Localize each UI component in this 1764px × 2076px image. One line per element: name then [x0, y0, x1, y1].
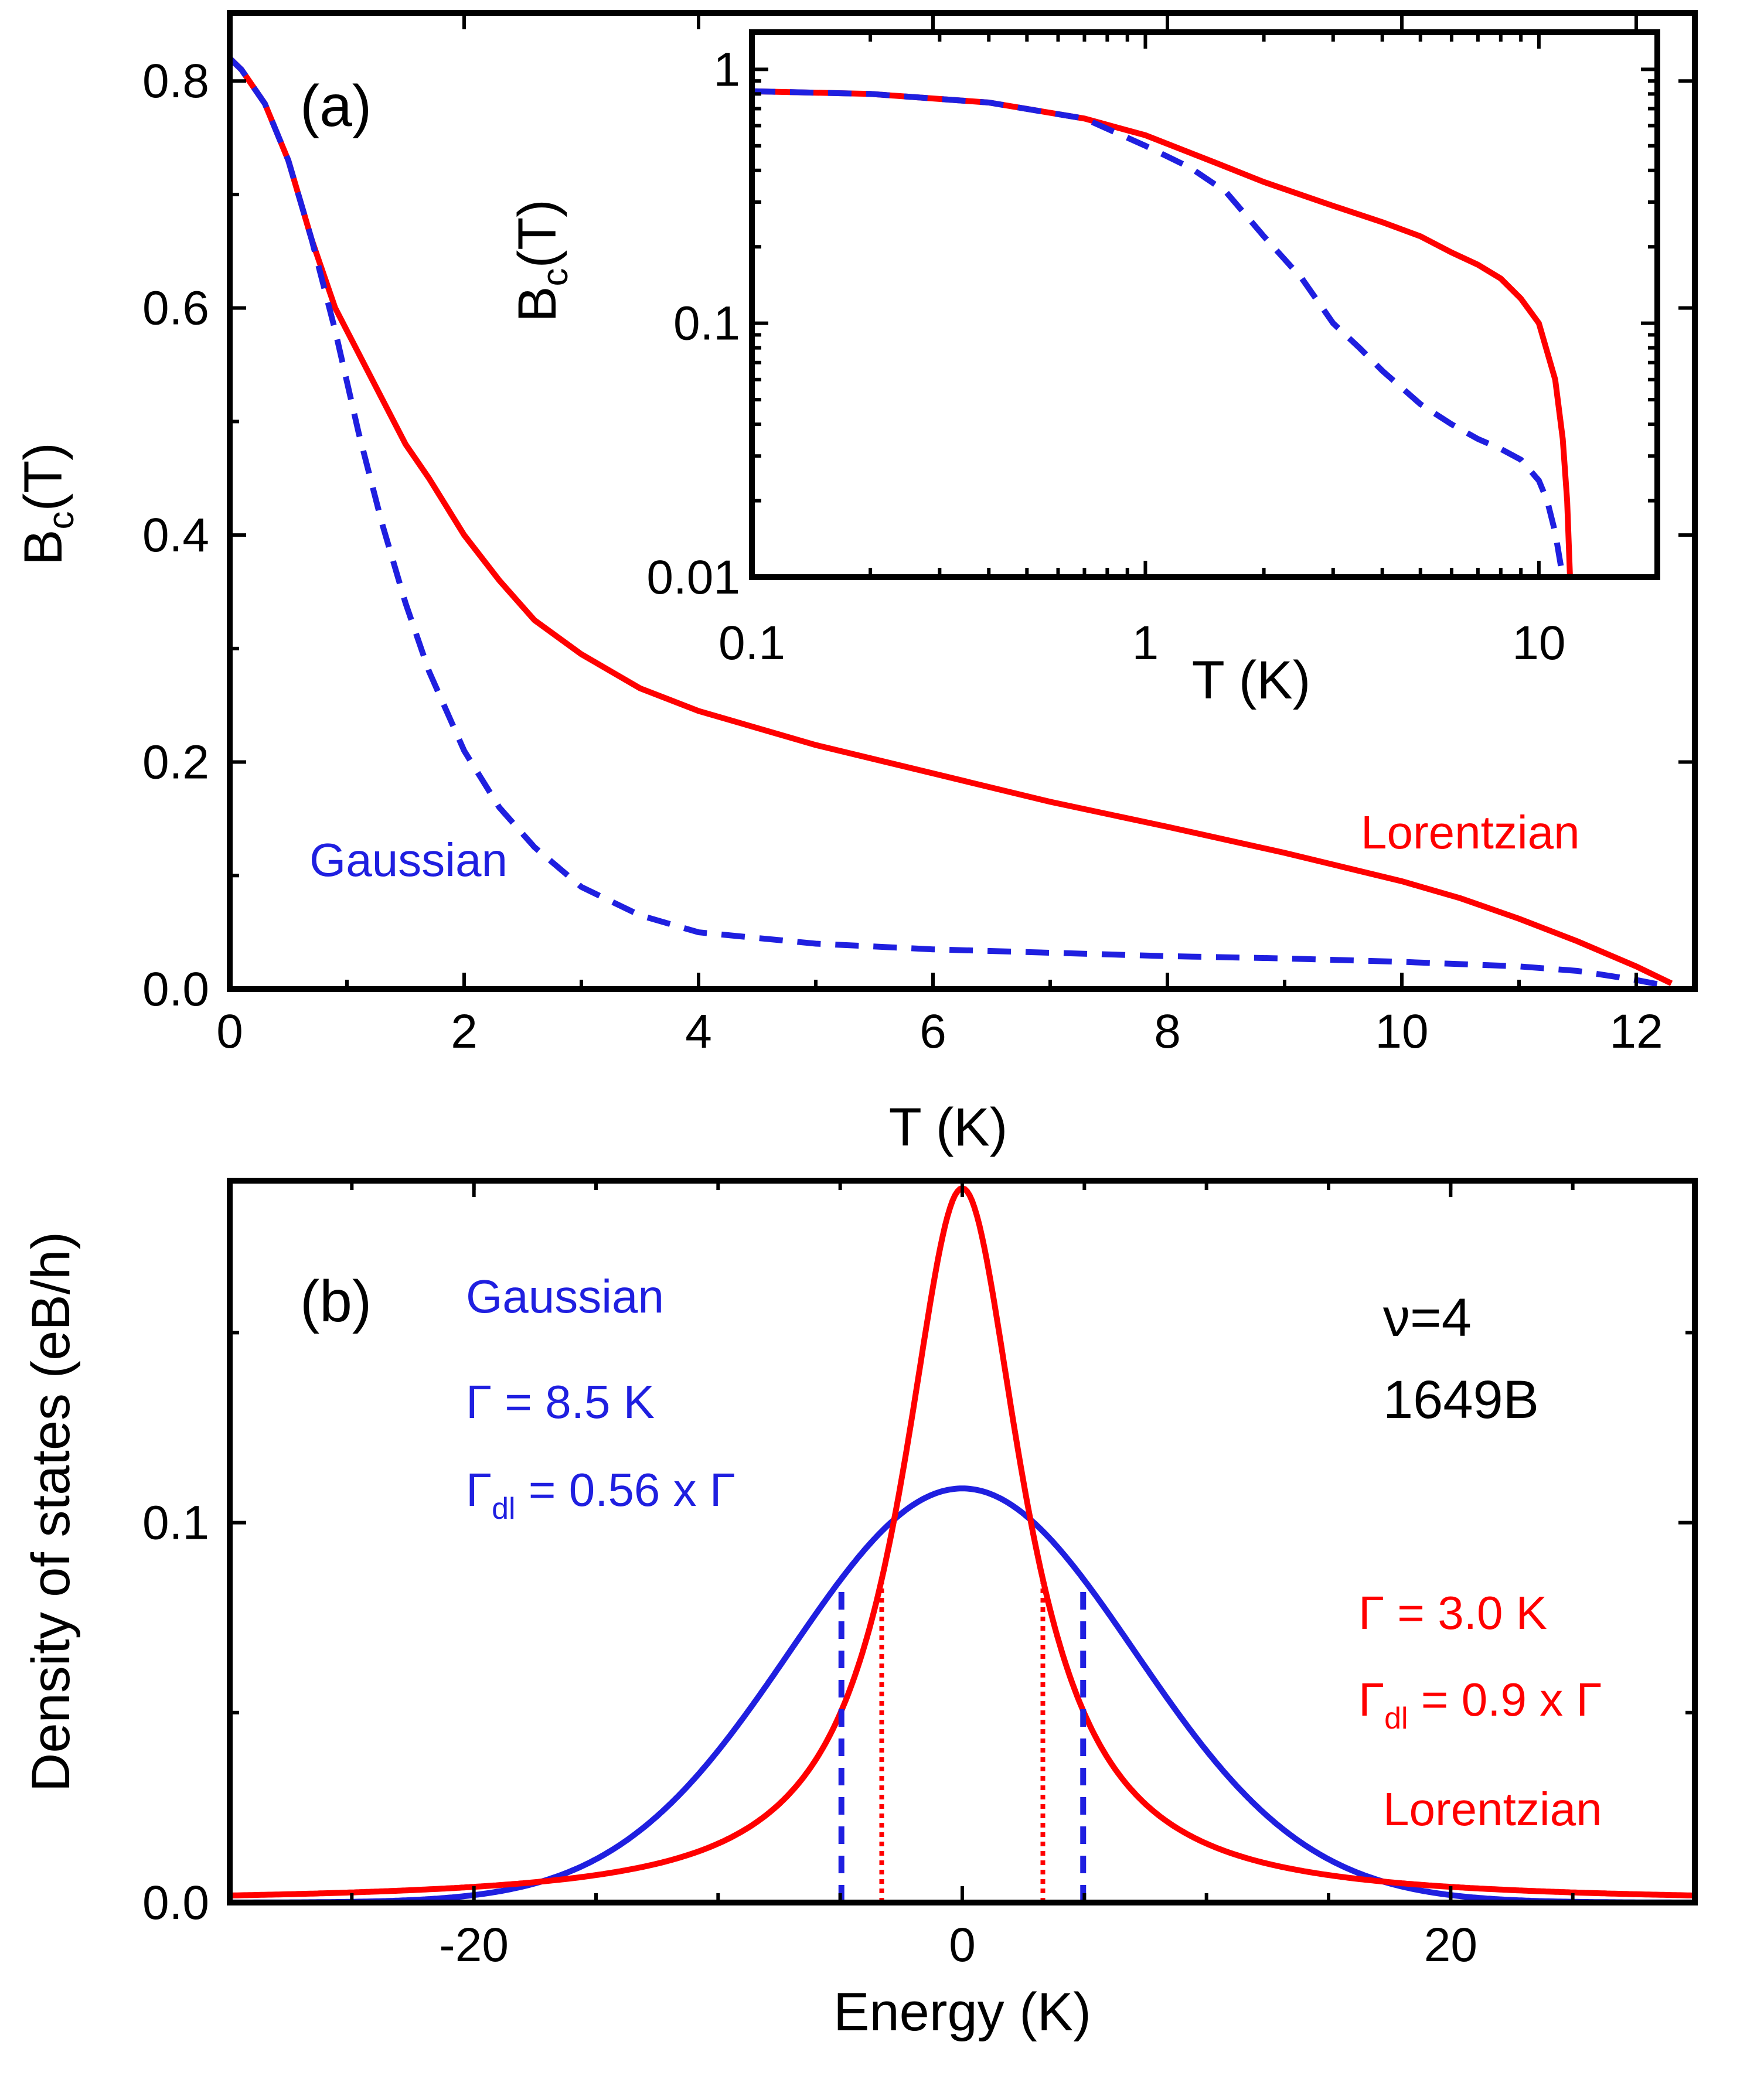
panel-b-lorentz-gamma-dl-rest: = 0.9 x Γ — [1408, 1673, 1602, 1726]
inset-background — [752, 32, 1657, 577]
panel-b-y-title: Density of states (eB/h) — [21, 1232, 81, 1792]
inset-y-title-rest: (T) — [508, 199, 567, 268]
inset-plot-area — [751, 88, 1573, 578]
panel-a-y-tick-label: 0.8 — [142, 54, 209, 108]
panel-a-plot-area — [227, 56, 1673, 988]
inset-chart: 0.1 1 10 0.01 0.1 1 T (K) Bc(T) — [508, 29, 1660, 710]
panel-b-x-tick-label: 20 — [1424, 1918, 1477, 1972]
panel-b-lorentz-gamma-symbol: Γ — [1358, 1673, 1384, 1726]
panel-b-x-tick-label: 0 — [949, 1918, 976, 1972]
inset-y-tick-label: 1 — [713, 43, 740, 96]
panel-a-series-lorentzian — [227, 56, 1673, 986]
inset-series-lorentzian — [751, 88, 1573, 578]
panel-b-x-title: Energy (K) — [833, 1982, 1091, 2042]
panel-a-x-tick-label: 6 — [920, 1005, 946, 1058]
panel-a-x-tick-label: 12 — [1609, 1005, 1663, 1058]
panel-a-y-title-sub: c — [41, 512, 81, 530]
panel-a-x-tick-label: 8 — [1154, 1005, 1181, 1058]
panel-b-lorentz-gamma-dl-sub: dl — [1384, 1702, 1408, 1736]
panel-b-lorentzian-title: Lorentzian — [1383, 1783, 1602, 1835]
panel-a-x-tick-label: 4 — [685, 1005, 712, 1058]
inset-y-title-base: B — [508, 287, 567, 322]
panel-b-frame — [227, 1178, 1698, 1905]
panel-a-gaussian-annotation: Gaussian — [309, 834, 508, 886]
inset-y-tick-label: 0.1 — [673, 297, 740, 350]
inset-x-title: T (K) — [1192, 650, 1311, 710]
panel-a-y-title-base: B — [13, 530, 73, 565]
panel-b-x-tick-label: -20 — [439, 1918, 509, 1972]
panel-a-x-title: T (K) — [889, 1097, 1008, 1157]
panel-b-label: (b) — [300, 1269, 372, 1334]
panel-b-lorentz-gamma-dl: Γdl = 0.9 x Γ — [1358, 1673, 1602, 1736]
inset-frame — [749, 29, 1660, 580]
panel-a-x-tick-label: 0 — [216, 1005, 243, 1058]
panel-a-frame — [227, 10, 1698, 992]
panel-a-label: (a) — [300, 73, 372, 139]
panel-a-x-tick-label: 10 — [1375, 1005, 1428, 1058]
panel-b-sample-id: 1649B — [1383, 1370, 1539, 1430]
panel-a: 0 2 4 6 8 10 120.00.20.40.60.8 (a) T (K) Bc(T)… — [13, 10, 1698, 1157]
panel-b-gaussian-gamma: Γ = 8.5 K — [466, 1376, 655, 1428]
panel-b-filling-factor: ν=4 — [1383, 1288, 1472, 1348]
inset-x-tick-label: 1 — [1132, 616, 1159, 670]
inset-y-tick-label: 0.01 — [646, 551, 740, 604]
panel-b-y-tick-label: 0.0 — [142, 1876, 209, 1930]
panel-a-series-gaussian — [227, 56, 1660, 988]
inset-y-title: Bc(T) — [508, 199, 575, 322]
panel-a-y-title: Bc(T) — [13, 442, 81, 565]
panel-a-y-title-rest: (T) — [13, 442, 73, 511]
panel-a-y-tick-label: 0.6 — [142, 282, 209, 335]
panel-b-lorentz-gamma: Γ = 3.0 K — [1358, 1587, 1547, 1639]
panel-a-y-tick-label: 0.0 — [142, 963, 209, 1016]
inset-y-title-sub: c — [535, 268, 575, 287]
panel-a-y-tick-label: 0.4 — [142, 509, 209, 562]
inset-x-tick-label: 10 — [1512, 616, 1565, 670]
panel-b-gaussian-gamma-dl-rest: = 0.56 x Γ — [516, 1464, 735, 1516]
panel-b-gaussian-title: Gaussian — [466, 1270, 664, 1322]
panel-a-y-tick-label: 0.2 — [142, 736, 209, 789]
panel-b-gaussian-gamma-dl: Γdl = 0.56 x Γ — [466, 1464, 735, 1526]
inset-x-tick-label: 0.1 — [718, 616, 785, 670]
panel-b-gaussian-gamma-symbol: Γ — [466, 1464, 492, 1516]
panel-a-lorentzian-annotation: Lorentzian — [1361, 806, 1580, 858]
inset-series-gaussian — [751, 88, 1566, 578]
panel-b-gaussian-gamma-dl-sub: dl — [492, 1492, 515, 1526]
panel-b: -20 0 20 0.0 0.1 (b) Energy (K) Density of s… — [21, 1178, 1698, 2042]
panel-a-x-tick-label: 2 — [451, 1005, 478, 1058]
panel-b-y-tick-label: 0.1 — [142, 1497, 209, 1550]
